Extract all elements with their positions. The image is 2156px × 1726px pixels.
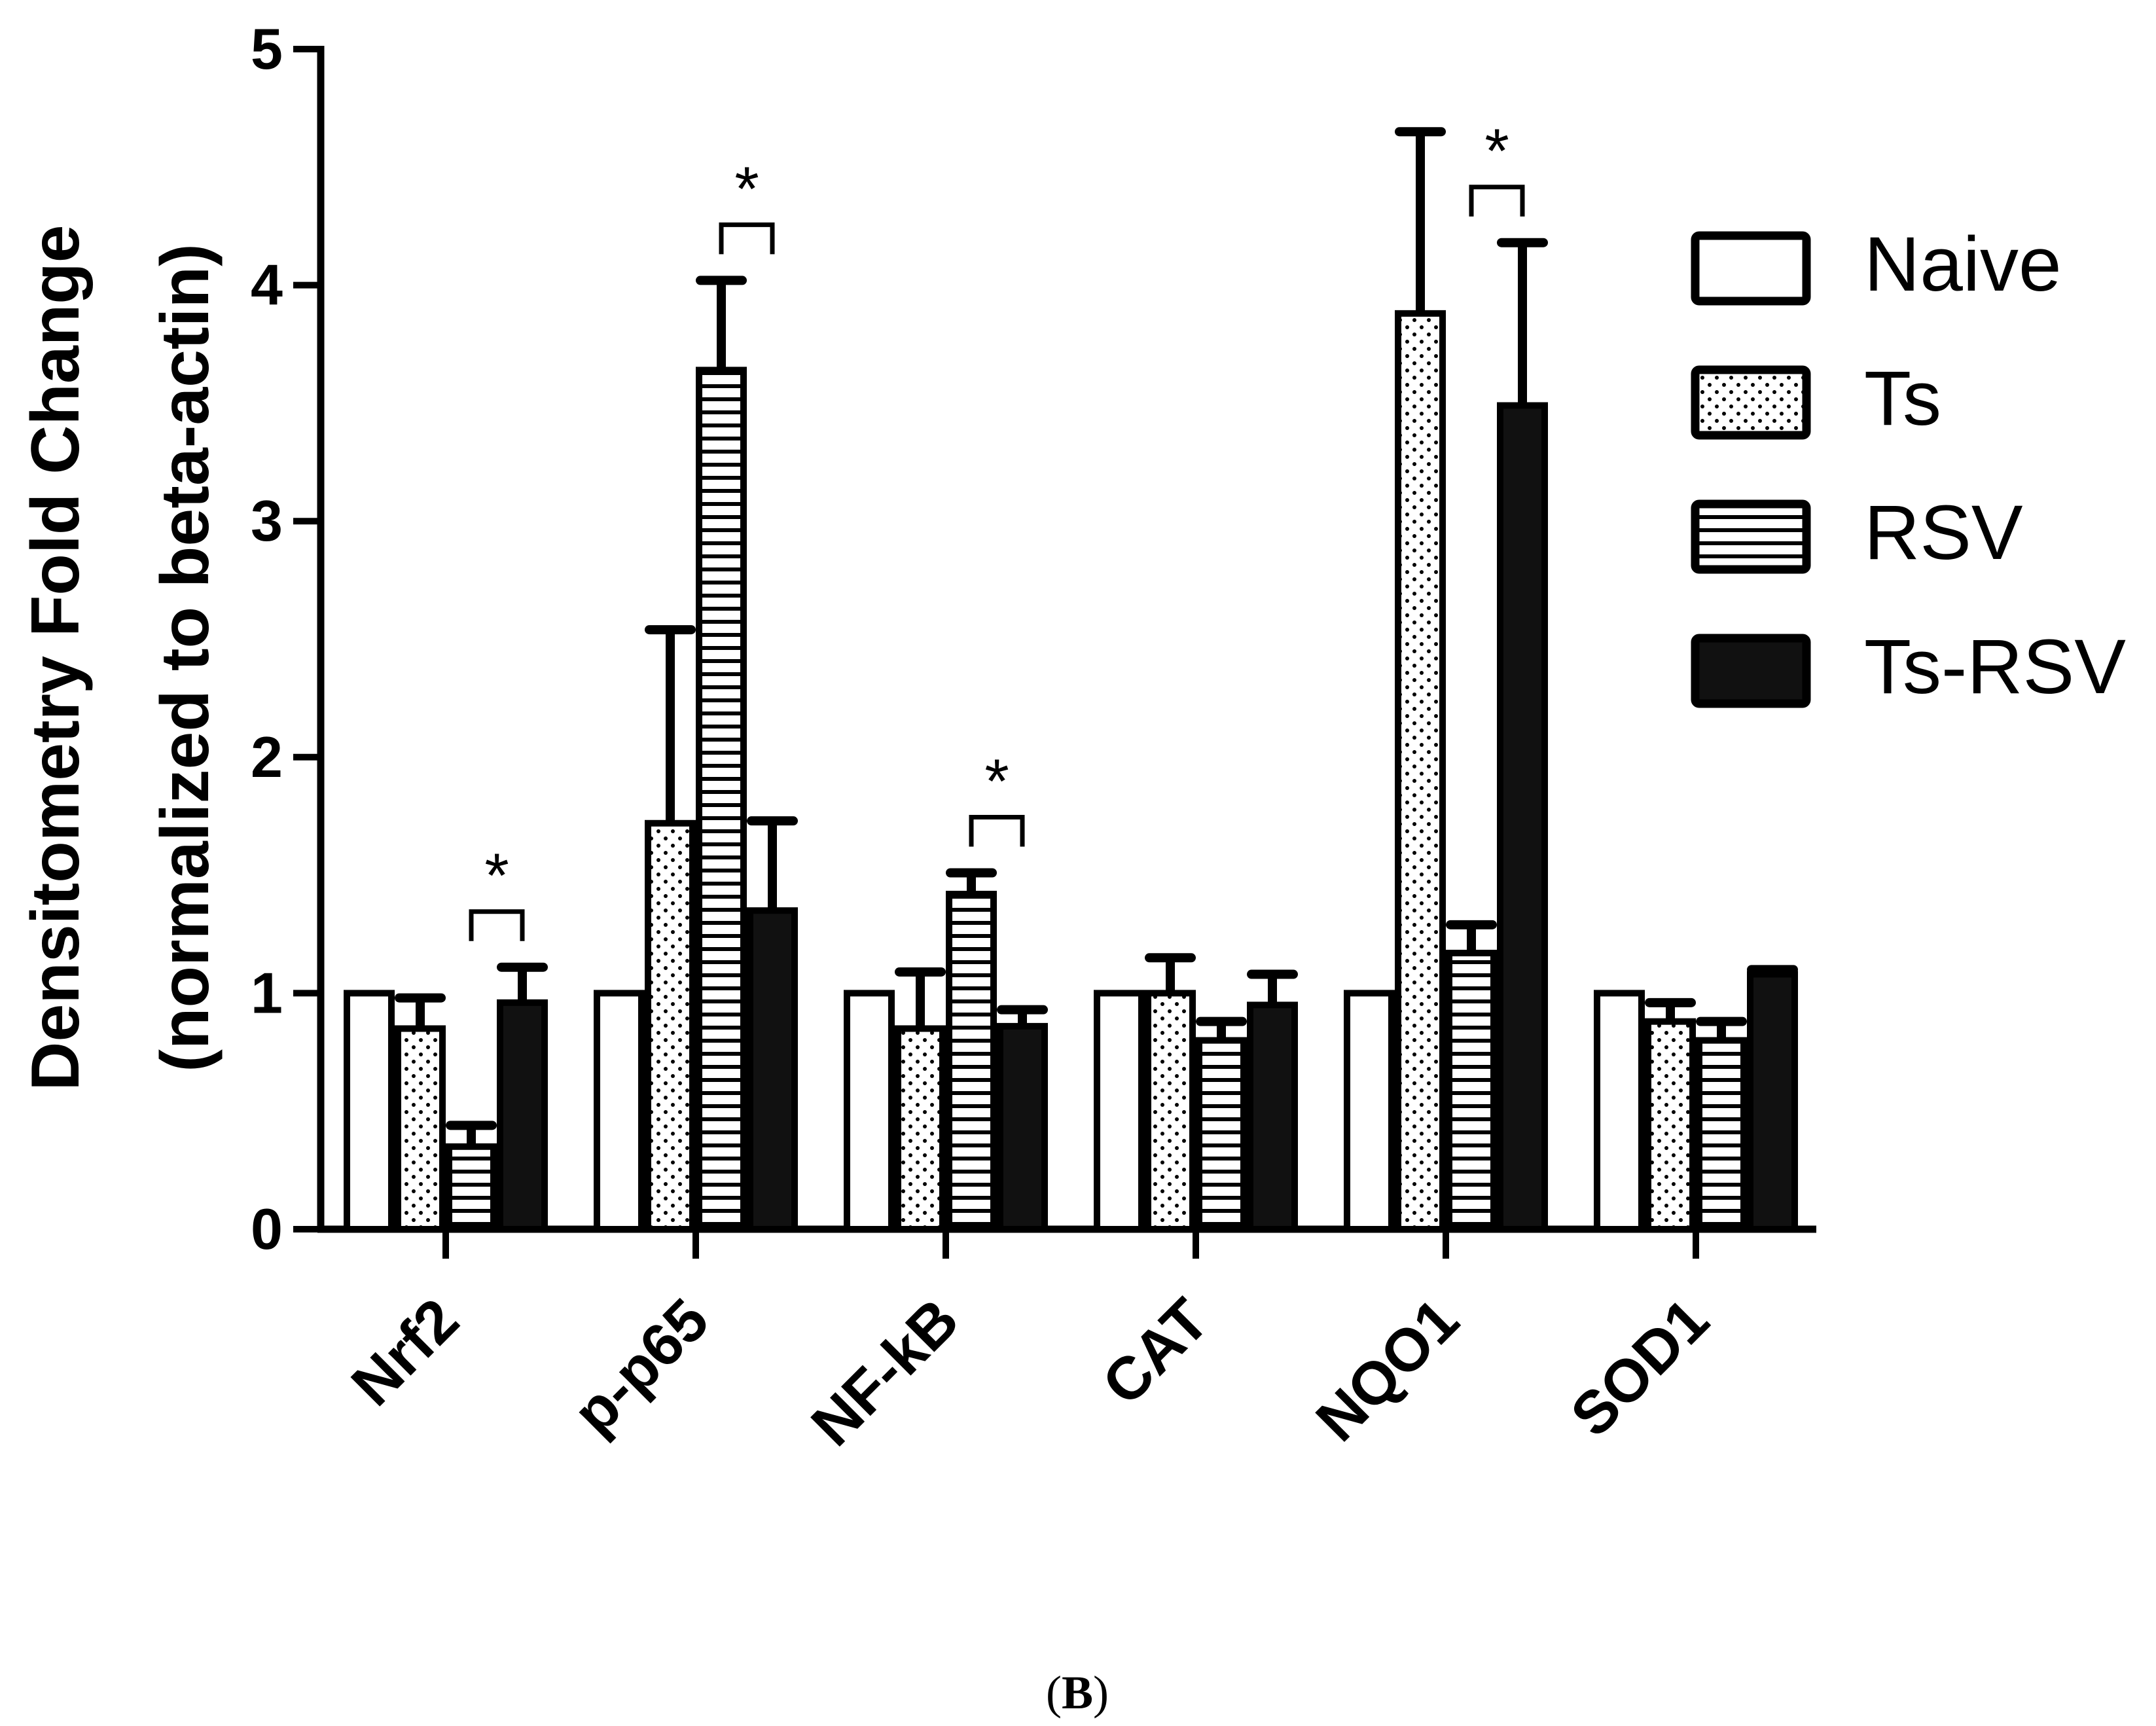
- figure-caption: (B): [1046, 1666, 1109, 1719]
- bar-rsv-nqo1: [1446, 950, 1497, 1233]
- bar-rsv-p-p65: [696, 367, 747, 1232]
- significance-star-nrf2: *: [484, 841, 509, 911]
- bar-rsv-nf-kb: [946, 890, 997, 1232]
- y-tick-label: 5: [251, 16, 283, 81]
- legend-swatch-ts-rsv: [1691, 634, 1811, 708]
- x-axis: [317, 1225, 1816, 1259]
- legend-label-ts-rsv: Ts-RSV: [1864, 624, 2126, 710]
- x-tick-label-cat: CAT: [1090, 1286, 1221, 1418]
- y-tick-label: 1: [251, 960, 283, 1025]
- x-tick-label-p-p65: p-p65: [561, 1286, 722, 1447]
- x-tick-label-sod1: SOD1: [1558, 1286, 1721, 1449]
- x-tick-label-nf-kb: NF-kB: [799, 1286, 971, 1459]
- caption-close-paren: ): [1093, 1666, 1109, 1719]
- bar-ts-nrf2: [395, 1025, 446, 1232]
- significance-star-p-p65: *: [734, 154, 759, 224]
- significance-star-nf-kb: *: [984, 746, 1009, 816]
- bar-ts-rsv-nf-kb: [997, 1022, 1048, 1233]
- bar-naive-cat: [1094, 990, 1145, 1233]
- bar-series: [344, 310, 1798, 1233]
- legend-label-naive: Naive: [1864, 221, 2062, 308]
- bar-ts-rsv-sod1: [1747, 971, 1798, 1232]
- bar-naive-nrf2: [344, 990, 395, 1233]
- x-tick-label-nrf2: Nrf2: [339, 1286, 471, 1418]
- legend-label-rsv: RSV: [1864, 490, 2023, 576]
- significance-markers: * * * *: [469, 117, 1525, 941]
- caption-panel-letter: B: [1062, 1666, 1093, 1719]
- bar-ts-nf-kb: [895, 1025, 946, 1232]
- x-tick-label-nqo1: NQO1: [1304, 1286, 1471, 1454]
- bar-ts-rsv-cat: [1247, 1001, 1298, 1233]
- bar-ts-cat: [1145, 990, 1196, 1233]
- bar-ts-p-p65: [645, 819, 696, 1232]
- bar-ts-rsv-nrf2: [497, 999, 548, 1232]
- bar-ts-rsv-nqo1: [1497, 402, 1548, 1232]
- y-tick-label: 3: [251, 488, 283, 553]
- significance-star-nqo1: *: [1484, 117, 1509, 187]
- bar-naive-p-p65: [594, 990, 645, 1233]
- bar-ts-rsv-p-p65: [747, 907, 798, 1232]
- significance-bracket-nqo1: [1469, 185, 1525, 217]
- significance-bracket-nrf2: [469, 909, 525, 941]
- significance-bracket-p-p65: [719, 222, 775, 255]
- y-tick-label: 2: [251, 725, 283, 789]
- bar-rsv-sod1: [1696, 1037, 1747, 1233]
- caption-open-paren: (: [1046, 1666, 1062, 1719]
- x-tick-labels: Nrf2 p-p65 NF-kB CAT NQO1 SOD1: [339, 1286, 1721, 1459]
- bar-ts-sod1: [1645, 1018, 1696, 1232]
- bar-rsv-nrf2: [446, 1143, 497, 1233]
- legend-label-ts: Ts: [1864, 355, 1941, 442]
- bar-naive-sod1: [1594, 990, 1645, 1233]
- error-bars: [395, 127, 1798, 1147]
- legend-swatch-ts: [1691, 365, 1811, 440]
- y-axis-label-line2: (normalized to beta-actin): [147, 243, 223, 1071]
- y-axis: 0 1 2 3 4 5: [251, 16, 325, 1261]
- legend: Naive Ts RSV Ts-RSV: [1691, 221, 2126, 710]
- legend-swatch-rsv: [1691, 499, 1811, 574]
- significance-bracket-nf-kb: [969, 814, 1025, 847]
- y-axis-label-line1: Densitometry Fold Change: [18, 225, 94, 1090]
- y-tick-label: 0: [251, 1196, 283, 1261]
- bar-rsv-cat: [1196, 1037, 1247, 1233]
- bar-naive-nf-kb: [844, 990, 895, 1233]
- y-tick-label: 4: [251, 253, 283, 317]
- bar-ts-nqo1: [1395, 310, 1446, 1233]
- legend-swatch-naive: [1691, 231, 1811, 306]
- bar-naive-nqo1: [1344, 990, 1395, 1233]
